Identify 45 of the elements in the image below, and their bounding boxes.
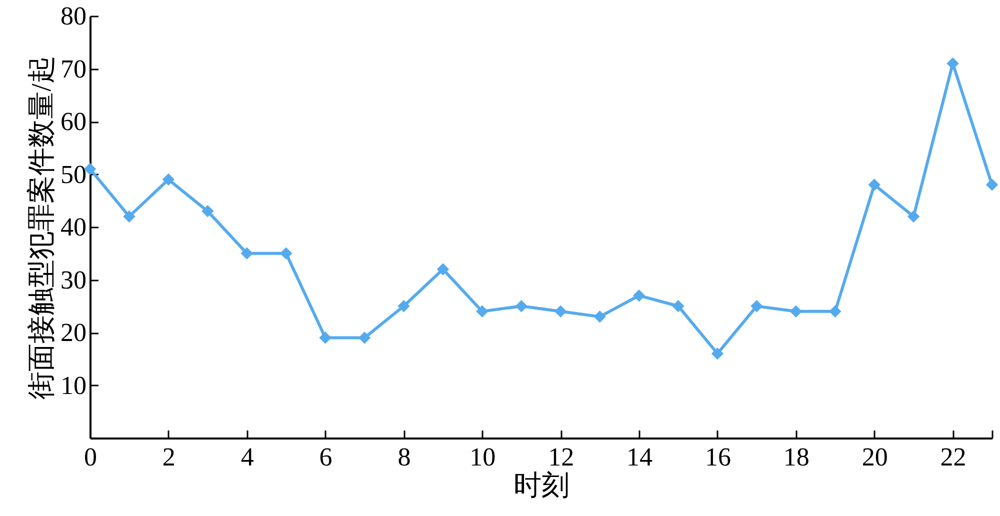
point [162, 173, 175, 186]
x-tick-label: 10 [470, 442, 496, 472]
x-tick-label: 6 [319, 442, 332, 472]
point [240, 247, 253, 260]
x-tick-label: 18 [783, 442, 810, 472]
point [907, 210, 920, 223]
point [594, 310, 606, 323]
point [515, 300, 528, 312]
point [123, 210, 136, 223]
point [398, 300, 410, 312]
x-tick-label: 20 [862, 442, 888, 472]
point [829, 305, 842, 318]
y-axis-title: 街面接触型犯罪案件数量/起 [26, 56, 58, 400]
y-tick-label: 70 [60, 54, 86, 84]
point [750, 300, 763, 312]
x-tick-label: 0 [84, 442, 97, 472]
point [711, 347, 724, 360]
point [554, 305, 567, 318]
point [946, 57, 959, 70]
y-tick-label: 40 [60, 212, 86, 242]
x-tick-label: 4 [240, 442, 254, 472]
point [868, 178, 880, 191]
point [280, 247, 292, 260]
y-tick-label: 80 [60, 2, 86, 30]
y-tick-label: 30 [60, 265, 86, 294]
x-tick-label: 22 [940, 442, 966, 472]
y-tick-label: 50 [60, 160, 86, 189]
x-tick-label: 2 [162, 442, 176, 472]
y-tick-label: 20 [60, 318, 86, 347]
x-axis-title: 时刻 [514, 470, 570, 502]
y-tick-label: 10 [60, 370, 86, 400]
point [672, 300, 684, 312]
point [790, 305, 802, 318]
point [358, 332, 371, 344]
x-tick-label: 14 [626, 442, 653, 472]
point [986, 178, 998, 191]
point [632, 289, 646, 302]
x-tick-label: 16 [704, 442, 731, 472]
x-tick-label: 12 [548, 442, 574, 472]
point [202, 205, 214, 218]
point [476, 305, 488, 318]
point [319, 332, 332, 344]
x-tick-label: 8 [398, 442, 411, 472]
point [436, 263, 450, 276]
y-tick-label: 60 [60, 107, 86, 136]
